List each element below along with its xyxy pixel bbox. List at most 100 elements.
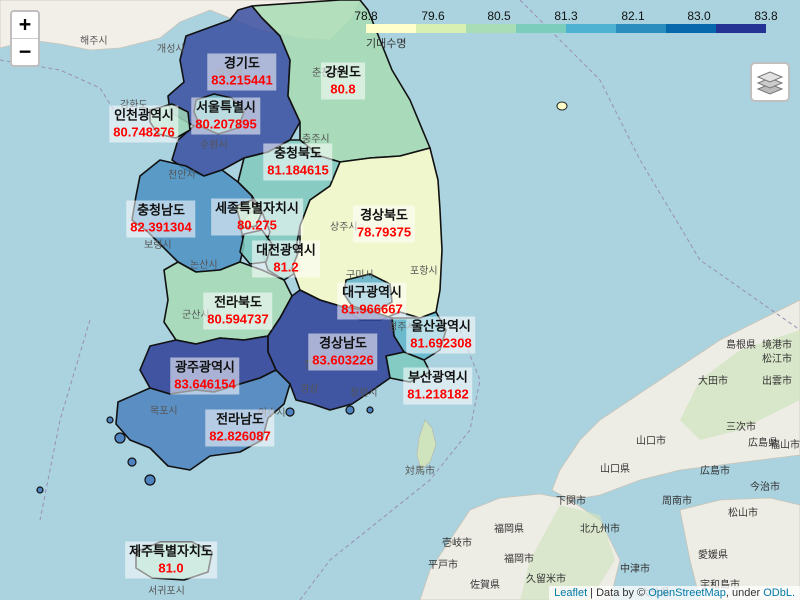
zoom-out-button[interactable]: − <box>18 39 32 63</box>
layers-icon <box>756 71 784 95</box>
legend-swatch <box>566 24 616 33</box>
region-label-ulsan[interactable]: 울산광역시 81.692308 <box>406 316 476 354</box>
region-value: 83.603226 <box>312 352 374 368</box>
japan-forest-tint <box>680 330 800 440</box>
region-name: 울산광역시 <box>411 318 471 334</box>
legend-swatch <box>416 24 466 33</box>
legend-tick: 82.1 <box>621 9 645 23</box>
attribution-text: , under <box>725 587 764 599</box>
place-label: 今治市 <box>750 482 780 493</box>
attribution: Leaflet | Data by © OpenStreetMap, under… <box>549 586 800 600</box>
place-label: 広島市 <box>700 466 730 477</box>
japan-forest-tint-2 <box>520 505 615 600</box>
place-label: 久留米市 <box>526 574 566 585</box>
region-label-gangwon[interactable]: 강원도 80.8 <box>321 62 365 100</box>
region-label-incheon[interactable]: 인천광역시 80.748276 <box>109 105 179 143</box>
place-label: 下関市 <box>556 496 586 507</box>
legend-swatch <box>466 24 516 33</box>
region-name: 광주광역시 <box>175 359 235 375</box>
place-label: 壱岐市 <box>442 538 472 549</box>
region-value: 81.2 <box>273 259 299 275</box>
place-label: 구미시 <box>346 270 374 281</box>
island-polygon <box>144 474 156 486</box>
region-name: 충청남도 <box>137 202 185 218</box>
region-label-sejong[interactable]: 세종특별자치시 80.275 <box>211 198 303 236</box>
place-label: 福山市 <box>770 440 800 451</box>
region-name: 강원도 <box>325 64 361 80</box>
region-label-jeju[interactable]: 제주특별자치도 81.0 <box>125 541 217 579</box>
place-label: 보령시 <box>144 240 172 251</box>
tsushima-island <box>416 419 437 471</box>
place-label: 목포시 <box>150 406 178 417</box>
legend-tick: 79.6 <box>421 9 445 23</box>
place-label: 개성시 <box>157 44 185 55</box>
place-label: 경상 <box>300 384 319 395</box>
region-label-chungbuk[interactable]: 충청북도 81.184615 <box>263 143 333 181</box>
region-label-seoul[interactable]: 서울특별시 80.207895 <box>191 97 261 135</box>
odbl-link[interactable]: ODbL. <box>763 587 795 599</box>
place-label: 広島県 <box>748 438 778 449</box>
legend-swatch <box>366 24 416 33</box>
place-label: 平戸市 <box>428 560 458 571</box>
japan-honshu-land <box>551 299 800 501</box>
region-value: 83.215441 <box>211 72 273 88</box>
island-polygon <box>285 407 295 417</box>
place-label: 서귀포시 <box>148 586 185 597</box>
region-label-gyeongnam[interactable]: 경상남도 83.603226 <box>308 333 378 371</box>
region-value: 80.8 <box>330 81 356 97</box>
legend-swatch <box>716 24 766 33</box>
region-name: 전라남도 <box>216 411 264 427</box>
place-label: 島根県 <box>726 340 756 351</box>
place-label: 出雲市 <box>762 376 792 387</box>
island-polygon <box>345 405 355 415</box>
island-polygon <box>106 416 114 424</box>
place-label: 境港市 <box>762 340 792 351</box>
island-polygon <box>127 457 137 467</box>
island-polygon <box>36 486 44 494</box>
osm-link[interactable]: OpenStreetMap <box>648 587 726 599</box>
region-name: 경상북도 <box>360 207 408 223</box>
place-label: 충주시 <box>302 134 330 145</box>
place-label: 천안시 <box>168 170 196 181</box>
place-label: 周南市 <box>662 496 692 507</box>
legend-tick: 80.5 <box>487 9 511 23</box>
legend-swatch <box>516 24 566 33</box>
place-label: 창원시 <box>350 388 378 399</box>
region-label-jeonbuk[interactable]: 전라북도 80.594737 <box>203 292 273 330</box>
region-name: 인천광역시 <box>114 107 174 123</box>
region-label-daejeon[interactable]: 대전광역시 81.2 <box>252 240 320 278</box>
region-value: 81.692308 <box>410 335 472 351</box>
legend-tick: 78.8 <box>354 9 378 23</box>
legend-swatch <box>666 24 716 33</box>
region-label-gyeonggi[interactable]: 경기도 83.215441 <box>207 53 277 91</box>
place-label: 三次市 <box>726 422 756 433</box>
region-label-daegu[interactable]: 대구광역시 81.966667 <box>337 282 407 320</box>
region-label-gwangju[interactable]: 광주광역시 83.646154 <box>170 357 240 395</box>
region-value: 80.275 <box>237 217 277 233</box>
leaflet-link[interactable]: Leaflet <box>554 587 588 599</box>
region-label-busan[interactable]: 부산광역시 81.218182 <box>403 367 473 405</box>
region-name: 제주특별자치도 <box>129 543 213 559</box>
region-name: 세종특별자치시 <box>215 200 299 216</box>
attribution-text: | Data by © <box>587 587 649 599</box>
region-name: 경기도 <box>224 55 260 71</box>
region-label-jeonnam[interactable]: 전라남도 82.826087 <box>205 409 275 447</box>
region-name: 충청북도 <box>274 145 322 161</box>
place-label: 対馬市 <box>405 466 435 477</box>
place-label: 松山市 <box>728 508 758 519</box>
place-label: 大田市 <box>698 376 728 387</box>
region-label-chungnam[interactable]: 충청남도 82.391304 <box>126 200 196 238</box>
place-label: 佐賀県 <box>470 580 500 591</box>
zoom-in-button[interactable]: + <box>12 12 38 39</box>
place-label: 해주시 <box>80 36 108 47</box>
place-label: 福岡県 <box>494 524 524 535</box>
legend-tick: 83.0 <box>687 9 711 23</box>
place-label: 군산시 <box>182 310 210 321</box>
place-label: 상주시 <box>330 222 358 233</box>
region-label-gyeongbuk[interactable]: 경상북도 78.79375 <box>352 205 416 243</box>
region-value: 82.391304 <box>130 219 192 235</box>
island-polygon <box>114 432 126 444</box>
region-name: 부산광역시 <box>408 369 468 385</box>
layers-control-button[interactable] <box>750 62 790 102</box>
